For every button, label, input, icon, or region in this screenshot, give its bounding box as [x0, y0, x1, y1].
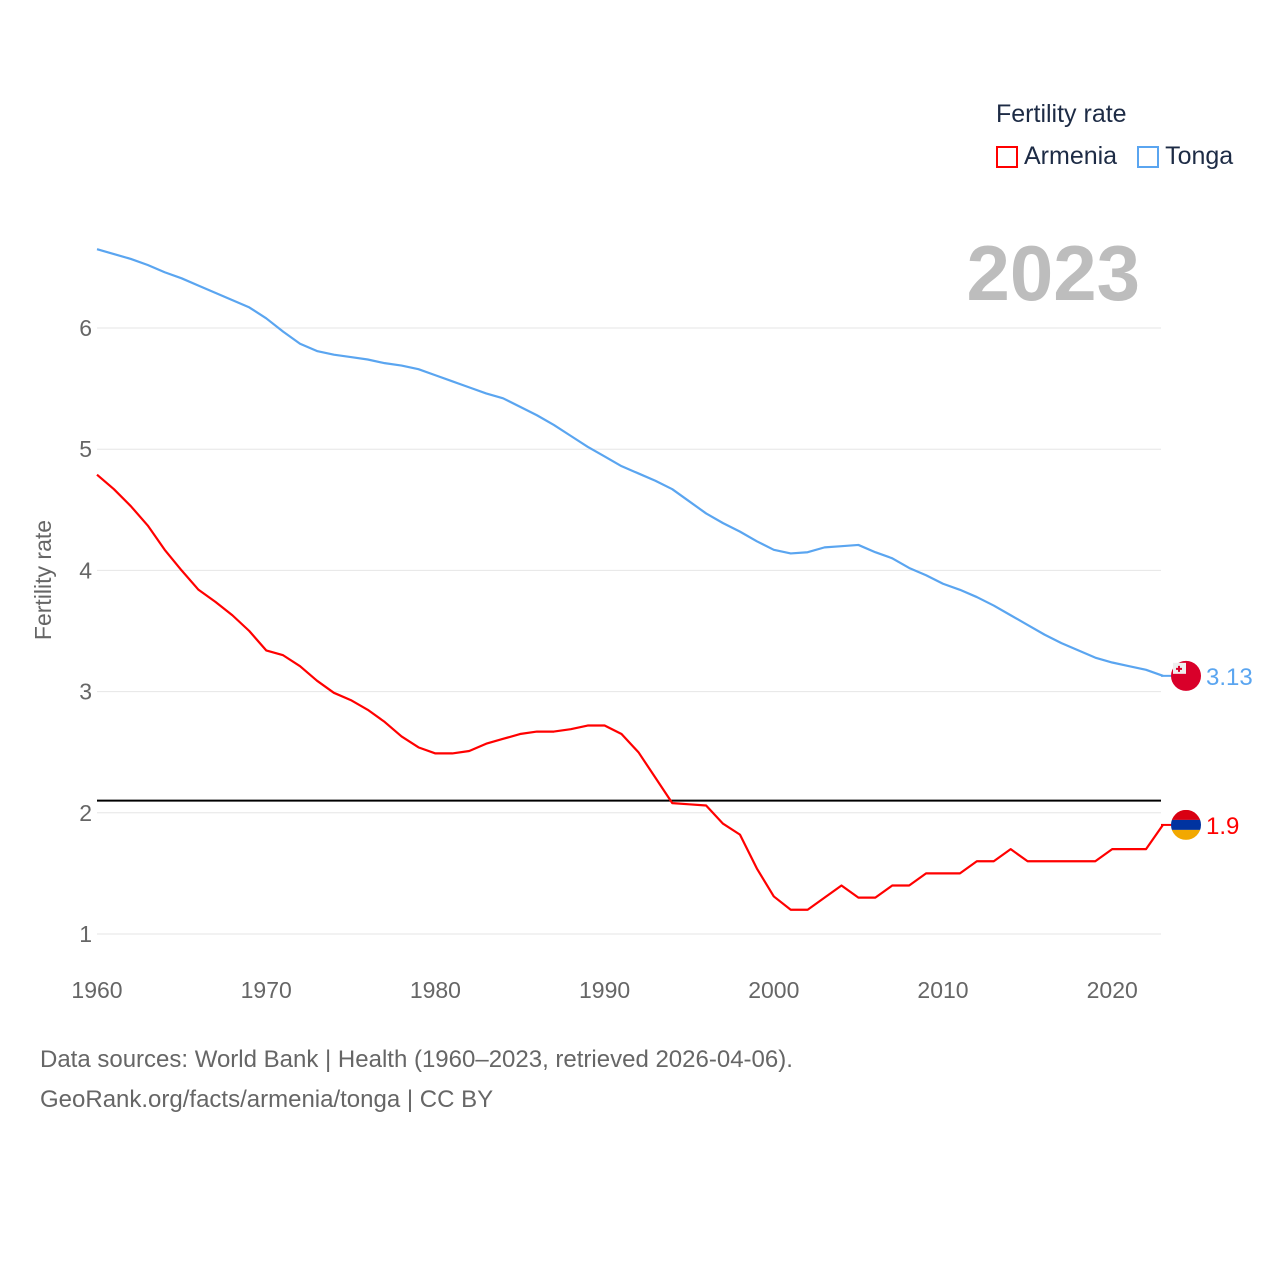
armenia-flag-icon-stripe	[1171, 809, 1201, 820]
data-source-text: Data sources: World Bank | Health (1960–…	[40, 1046, 793, 1073]
y-axis-label: Fertility rate	[30, 520, 56, 640]
x-tick-label: 2010	[917, 977, 968, 1003]
tonga-flag-cross	[1176, 665, 1182, 672]
x-tick-label: 1970	[241, 977, 292, 1003]
legend: Armenia Tonga	[996, 142, 1233, 171]
end-value-label-tonga: 3.13	[1206, 664, 1253, 691]
series-line-armenia	[96, 473, 1164, 911]
x-tick-label: 1960	[71, 977, 122, 1003]
legend-label-tonga: Tonga	[1165, 142, 1234, 170]
y-tick-label: 1	[79, 921, 92, 947]
legend-title: Fertility rate	[996, 100, 1127, 128]
y-tick-label: 2	[79, 800, 92, 826]
x-tick-label: 2000	[748, 977, 799, 1003]
legend-swatch-armenia	[996, 145, 1018, 168]
y-tick-label: 4	[79, 557, 92, 583]
end-value-label-armenia: 1.9	[1206, 813, 1239, 840]
legend-swatch-tonga	[1137, 145, 1160, 168]
armenia-flag-icon-stripe	[1171, 819, 1201, 830]
y-tick-label: 6	[79, 315, 92, 341]
legend-item-armenia[interactable]: Armenia	[996, 142, 1117, 171]
x-tick-label: 2020	[1087, 977, 1138, 1003]
attribution-link[interactable]: GeoRank.org/facts/armenia/tonga | CC BY	[40, 1086, 494, 1113]
legend-item-tonga[interactable]: Tonga	[1137, 142, 1233, 171]
x-tick-label: 1980	[410, 977, 461, 1003]
legend-label-armenia: Armenia	[1024, 142, 1118, 170]
series-line-tonga	[96, 248, 1164, 677]
y-tick-label: 3	[79, 679, 92, 705]
x-tick-label: 1990	[579, 977, 630, 1003]
year-label: 2023	[966, 229, 1140, 317]
armenia-flag-icon-stripe	[1171, 829, 1201, 840]
y-tick-label: 5	[79, 436, 92, 462]
